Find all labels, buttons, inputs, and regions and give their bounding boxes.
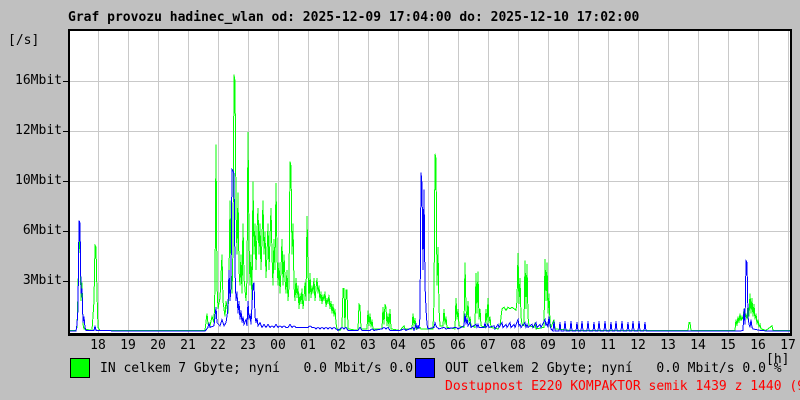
x-tick-label: 10 — [570, 338, 586, 353]
in-legend-label: IN celkem 7 Gbyte; nyní 0.0 Mbit/s 0.0 % — [100, 361, 429, 376]
y-tick-mark — [63, 281, 70, 282]
y-tick-label: 10Mbit — [15, 173, 62, 188]
x-tick-label: 12 — [630, 338, 646, 353]
x-tick-label: 05 — [420, 338, 436, 353]
x-tick-label: 00 — [270, 338, 286, 353]
traffic-chart — [68, 29, 792, 336]
y-tick-label: 12Mbit — [15, 123, 62, 138]
x-tick-label: 20 — [150, 338, 166, 353]
y-tick-label: 16Mbit — [15, 73, 62, 88]
y-tick-label: 6Mbit — [22, 223, 62, 238]
x-tick-label: 06 — [450, 338, 466, 353]
x-tick-label: 11 — [600, 338, 616, 353]
out-legend-label: OUT celkem 2 Gbyte; nyní 0.0 Mbit/s 0.0 … — [445, 361, 782, 376]
x-tick-label: 02 — [330, 338, 346, 353]
series-out-line — [70, 167, 790, 333]
x-tick-label: 19 — [120, 338, 136, 353]
y-axis-unit-label: [/s] — [8, 33, 40, 48]
y-tick-mark — [63, 81, 70, 82]
x-tick-label: 22 — [210, 338, 226, 353]
x-tick-label: 13 — [660, 338, 676, 353]
traffic-plot-svg — [70, 31, 790, 333]
x-axis-unit-label: [h] — [766, 352, 790, 367]
page-title: Graf provozu hadinec_wlan od: 2025-12-09… — [68, 10, 640, 25]
x-tick-label: 18 — [90, 338, 106, 353]
y-tick-mark — [63, 181, 70, 182]
x-tick-label: 15 — [720, 338, 736, 353]
x-tick-label: 08 — [510, 338, 526, 353]
series-in-line — [70, 74, 790, 332]
y-tick-mark — [63, 131, 70, 132]
y-tick-mark — [63, 231, 70, 232]
x-tick-label: 04 — [390, 338, 406, 353]
x-tick-label: 07 — [480, 338, 496, 353]
y-tick-label: 3Mbit — [22, 273, 62, 288]
x-tick-label: 23 — [240, 338, 256, 353]
out-legend-swatch — [415, 358, 435, 378]
x-tick-label: 03 — [360, 338, 376, 353]
x-tick-label: 14 — [690, 338, 706, 353]
in-legend-swatch — [70, 358, 90, 378]
availability-status-text: Dostupnost E220 KOMPAKTOR semik 1439 z 1… — [445, 379, 800, 394]
x-tick-label: 21 — [180, 338, 196, 353]
x-tick-label: 17 — [780, 338, 796, 353]
x-tick-label: 16 — [750, 338, 766, 353]
x-tick-label: 01 — [300, 338, 316, 353]
x-tick-label: 09 — [540, 338, 556, 353]
